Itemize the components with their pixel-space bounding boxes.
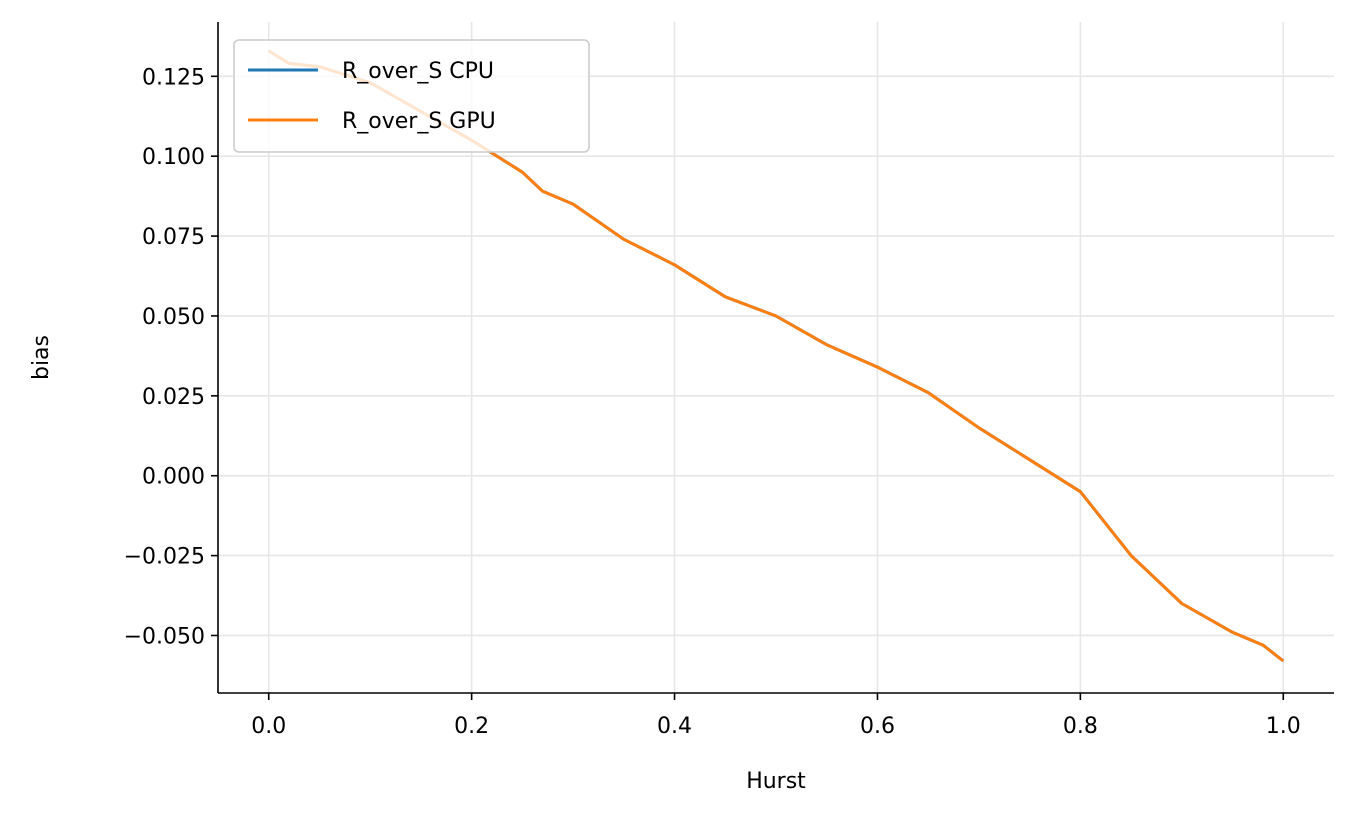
- y-tick-label: 0.025: [142, 385, 205, 410]
- y-tick-label: 0.000: [142, 465, 205, 490]
- y-tick-label: −0.050: [124, 624, 205, 649]
- x-tick-label: 0.0: [251, 714, 286, 739]
- x-tick-label: 0.6: [860, 714, 895, 739]
- y-axis-label: bias: [29, 335, 54, 380]
- axes: [217, 22, 1334, 694]
- x-tick-label: 0.2: [454, 714, 489, 739]
- x-tick-label: 0.8: [1063, 714, 1098, 739]
- x-axis-label: Hurst: [746, 769, 806, 794]
- y-tick-label: −0.025: [124, 545, 205, 570]
- x-tick-label: 1.0: [1266, 714, 1301, 739]
- grid-lines: [218, 22, 1334, 693]
- y-tick-label: 0.125: [142, 65, 205, 90]
- legend-label-2: R_over_S GPU: [342, 109, 496, 134]
- y-tick-label: 0.075: [142, 225, 205, 250]
- x-tick-label: 0.4: [657, 714, 692, 739]
- legend-box: [233, 39, 590, 153]
- legend: R_over_S CPU R_over_S GPU: [233, 39, 590, 153]
- legend-label-1: R_over_S CPU: [342, 59, 494, 84]
- y-tick-label: 0.050: [142, 305, 205, 330]
- tick-labels: 0.0 0.2 0.4 0.6 0.8 1.0 −0.050 −0.025 0.000 0.025…: [124, 65, 1301, 739]
- y-tick-label: 0.100: [142, 145, 205, 170]
